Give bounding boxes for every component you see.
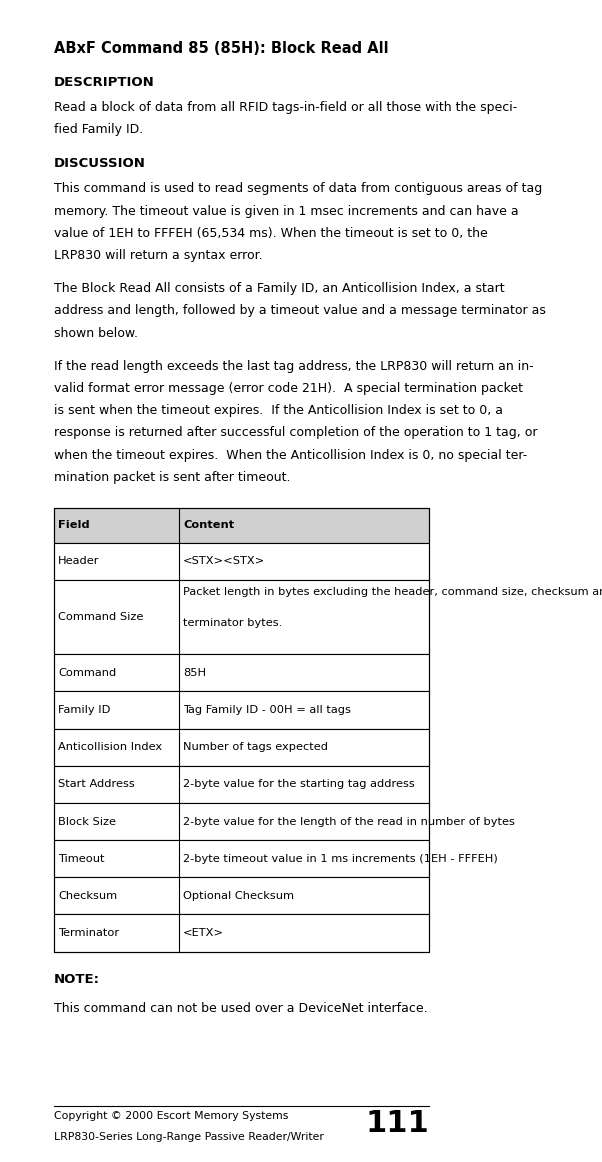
Text: Command Size: Command Size [58, 612, 143, 622]
Text: response is returned after successful completion of the operation to 1 tag, or: response is returned after successful co… [54, 426, 537, 439]
Bar [54, 508, 429, 952]
Text: NOTE:: NOTE: [54, 973, 99, 985]
Text: Timeout: Timeout [58, 854, 105, 863]
Text: 111: 111 [365, 1109, 429, 1138]
Text: Header: Header [58, 557, 99, 566]
Text: 85H: 85H [183, 668, 206, 677]
Text: Tag Family ID - 00H = all tags: Tag Family ID - 00H = all tags [183, 705, 351, 715]
Bar [54, 729, 429, 766]
Bar [54, 803, 429, 840]
Text: 2-byte value for the starting tag address: 2-byte value for the starting tag addres… [183, 780, 415, 789]
Text: Read a block of data from all RFID tags-in-field or all those with the speci-: Read a block of data from all RFID tags-… [54, 101, 517, 114]
Text: Command: Command [58, 668, 116, 677]
Bar [54, 840, 429, 877]
Text: This command is used to read segments of data from contiguous areas of tag: This command is used to read segments of… [54, 182, 542, 195]
Text: Block Size: Block Size [58, 817, 116, 826]
Text: 2-byte value for the length of the read in number of bytes: 2-byte value for the length of the read … [183, 817, 515, 826]
Text: Packet length in bytes excluding the header, command size, checksum and: Packet length in bytes excluding the hea… [183, 587, 602, 597]
Text: memory. The timeout value is given in 1 msec increments and can have a: memory. The timeout value is given in 1 … [54, 205, 518, 217]
Bar [54, 914, 429, 952]
Text: 2-byte timeout value in 1 ms increments (1EH - FFFEH): 2-byte timeout value in 1 ms increments … [183, 854, 498, 863]
Bar [54, 877, 429, 914]
Text: DISCUSSION: DISCUSSION [54, 157, 146, 170]
Bar [54, 543, 429, 580]
Text: LRP830-Series Long-Range Passive Reader/Writer: LRP830-Series Long-Range Passive Reader/… [54, 1132, 323, 1142]
Text: The Block Read All consists of a Family ID, an Anticollision Index, a start: The Block Read All consists of a Family … [54, 282, 504, 295]
Text: terminator bytes.: terminator bytes. [183, 618, 282, 629]
Text: ABxF Command 85 (85H): Block Read All: ABxF Command 85 (85H): Block Read All [54, 41, 388, 56]
Text: Optional Checksum: Optional Checksum [183, 891, 294, 901]
Text: when the timeout expires.  When the Anticollision Index is 0, no special ter-: when the timeout expires. When the Antic… [54, 449, 527, 461]
Text: address and length, followed by a timeout value and a message terminator as: address and length, followed by a timeou… [54, 304, 545, 317]
Text: mination packet is sent after timeout.: mination packet is sent after timeout. [54, 471, 290, 483]
Text: Number of tags expected: Number of tags expected [183, 743, 328, 752]
Text: is sent when the timeout expires.  If the Anticollision Index is set to 0, a: is sent when the timeout expires. If the… [54, 404, 503, 417]
Bar [54, 508, 429, 543]
Bar [54, 691, 429, 729]
Text: Copyright © 2000 Escort Memory Systems: Copyright © 2000 Escort Memory Systems [54, 1111, 288, 1121]
Text: Anticollision Index: Anticollision Index [58, 743, 162, 752]
Text: <STX><STX>: <STX><STX> [183, 557, 265, 566]
Bar [54, 580, 429, 654]
Text: shown below.: shown below. [54, 327, 138, 339]
Text: fied Family ID.: fied Family ID. [54, 123, 143, 136]
Text: Content: Content [183, 521, 234, 530]
Bar [54, 654, 429, 691]
Text: If the read length exceeds the last tag address, the LRP830 will return an in-: If the read length exceeds the last tag … [54, 360, 533, 373]
Text: Checksum: Checksum [58, 891, 117, 901]
Text: This command can not be used over a DeviceNet interface.: This command can not be used over a Devi… [54, 1002, 427, 1014]
Text: value of 1EH to FFFEH (65,534 ms). When the timeout is set to 0, the: value of 1EH to FFFEH (65,534 ms). When … [54, 227, 488, 239]
Text: Family ID: Family ID [58, 705, 110, 715]
Text: DESCRIPTION: DESCRIPTION [54, 76, 154, 88]
Text: Field: Field [58, 521, 90, 530]
Text: LRP830 will return a syntax error.: LRP830 will return a syntax error. [54, 249, 262, 261]
Text: Start Address: Start Address [58, 780, 135, 789]
Bar [54, 766, 429, 803]
Text: <ETX>: <ETX> [183, 928, 224, 938]
Text: Terminator: Terminator [58, 928, 119, 938]
Text: valid format error message (error code 21H).  A special termination packet: valid format error message (error code 2… [54, 382, 523, 395]
